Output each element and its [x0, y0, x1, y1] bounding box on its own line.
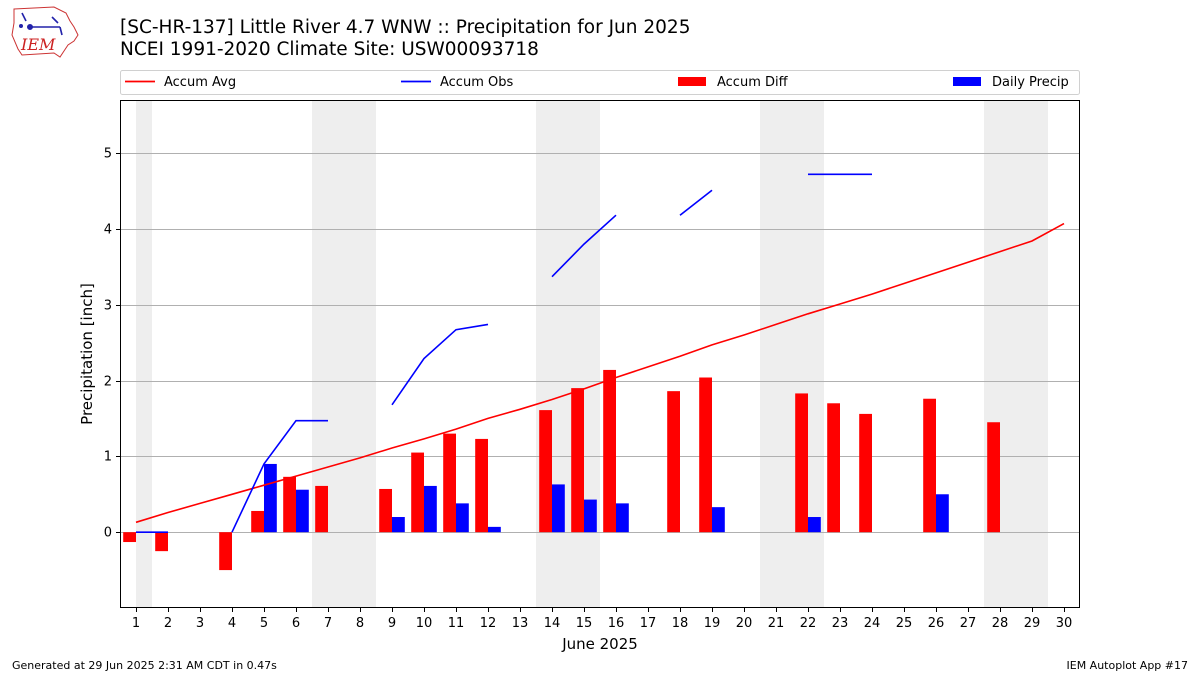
accum-diff-bar	[859, 413, 872, 533]
x-tick-label: 19	[704, 616, 721, 631]
legend-label: Accum Obs	[440, 75, 513, 90]
bars	[123, 369, 1000, 571]
daily-precip-bar	[552, 484, 565, 533]
accum-obs-line	[391, 323, 489, 406]
x-tick-label: 9	[388, 616, 396, 631]
accum-diff-bar	[379, 488, 392, 533]
accum-diff-bar	[475, 438, 488, 533]
y-tick-label: 0	[104, 526, 112, 541]
x-tick-label: 30	[1056, 616, 1073, 631]
iem-logo: IEM	[11, 6, 79, 58]
y-tick-label: 2	[104, 375, 112, 390]
x-tick-label: 21	[768, 616, 785, 631]
x-axis-label: June 2025	[561, 635, 638, 653]
y-axis-label: Precipitation [inch]	[78, 283, 96, 425]
weather-station-icon	[19, 12, 63, 36]
logo-text: IEM	[20, 35, 56, 54]
legend-swatch-bar	[678, 77, 706, 86]
legend-box	[120, 70, 1080, 95]
accum-diff-bar	[699, 377, 712, 533]
x-tick-label: 23	[832, 616, 849, 631]
daily-precip-bar	[424, 485, 437, 533]
x-tick-label: 17	[640, 616, 657, 631]
accum-diff-bar	[219, 532, 232, 571]
x-tick-label: 3	[196, 616, 204, 631]
app-label: IEM Autoplot App #17	[1066, 659, 1189, 672]
daily-precip-bar	[712, 507, 725, 533]
x-tick-label: 8	[356, 616, 364, 631]
y-tick-label: 4	[104, 223, 112, 238]
x-tick-label: 13	[512, 616, 529, 631]
accum-diff-bar	[571, 388, 584, 533]
x-tick-label: 20	[736, 616, 753, 631]
accum-diff-bar	[315, 485, 328, 533]
daily-precip-bar	[808, 517, 821, 533]
x-tick-label: 4	[228, 616, 236, 631]
y-tick-label: 1	[104, 450, 112, 465]
legend-swatch-bar	[953, 77, 981, 86]
y-axis: 0 1 2 3 4 5	[104, 147, 120, 541]
x-tick-label: 28	[992, 616, 1009, 631]
legend-label: Accum Avg	[164, 75, 236, 90]
accum-diff-bar	[411, 452, 424, 533]
x-tick-label: 14	[544, 616, 561, 631]
accum-diff-bar	[667, 391, 680, 533]
x-tick-label: 16	[608, 616, 625, 631]
accum-obs-line	[679, 189, 713, 216]
x-tick-label: 25	[896, 616, 913, 631]
daily-precip-bar	[936, 494, 949, 533]
accum-diff-bar	[827, 403, 840, 533]
x-tick-label: 10	[416, 616, 433, 631]
x-axis: 1 2 3 4 5 6 7 8 9 10 11 12 13 14 15 16 17 18 19 20 21 22 23 24 2…	[132, 608, 1072, 631]
y-tick-label: 5	[104, 147, 112, 162]
daily-precip-bar	[392, 517, 405, 533]
daily-precip-bar	[616, 503, 629, 533]
accum-diff-bar	[251, 510, 264, 533]
x-tick-label: 12	[480, 616, 497, 631]
accum-diff-bar	[795, 393, 808, 533]
x-tick-label: 29	[1024, 616, 1041, 631]
x-tick-label: 15	[576, 616, 593, 631]
accum-diff-bar	[603, 369, 616, 533]
generated-timestamp: Generated at 29 Jun 2025 2:31 AM CDT in …	[12, 659, 277, 672]
accum-diff-bar	[155, 532, 168, 552]
legend-label: Accum Diff	[717, 75, 789, 90]
x-tick-label: 27	[960, 616, 977, 631]
x-tick-label: 1	[132, 616, 140, 631]
x-tick-label: 18	[672, 616, 689, 631]
accum-diff-bar	[539, 410, 552, 533]
daily-precip-bar	[264, 463, 277, 533]
x-tick-label: 24	[864, 616, 881, 631]
x-tick-label: 2	[164, 616, 172, 631]
accum-obs-line	[551, 214, 617, 278]
daily-precip-bar	[488, 526, 501, 533]
accum-diff-bar	[123, 532, 136, 543]
accum-diff-bar	[443, 433, 456, 533]
y-tick-label: 3	[104, 299, 112, 314]
x-tick-label: 22	[800, 616, 817, 631]
daily-precip-bar	[456, 503, 469, 533]
accum-diff-bar	[987, 422, 1000, 533]
accum-diff-bar	[923, 398, 936, 533]
weekend-band	[136, 100, 152, 608]
accum-avg-line	[135, 222, 1065, 524]
accum-diff-bar	[283, 476, 296, 533]
accum-obs-line	[231, 419, 328, 533]
x-tick-label: 26	[928, 616, 945, 631]
x-tick-label: 5	[260, 616, 268, 631]
x-tick-label: 6	[292, 616, 300, 631]
daily-precip-bar	[584, 499, 597, 533]
chart-subtitle: NCEI 1991-2020 Climate Site: USW00093718	[120, 39, 539, 60]
lines	[135, 173, 1065, 534]
x-tick-label: 7	[324, 616, 332, 631]
chart-title: [SC-HR-137] Little River 4.7 WNW :: Prec…	[120, 17, 691, 38]
plot-area-frame	[120, 100, 1080, 608]
chart-legend: Accum Avg Accum Obs Accum Diff Daily Precip	[120, 70, 1080, 95]
legend-label: Daily Precip	[992, 75, 1069, 90]
x-tick-label: 11	[448, 616, 465, 631]
daily-precip-bar	[296, 489, 309, 533]
